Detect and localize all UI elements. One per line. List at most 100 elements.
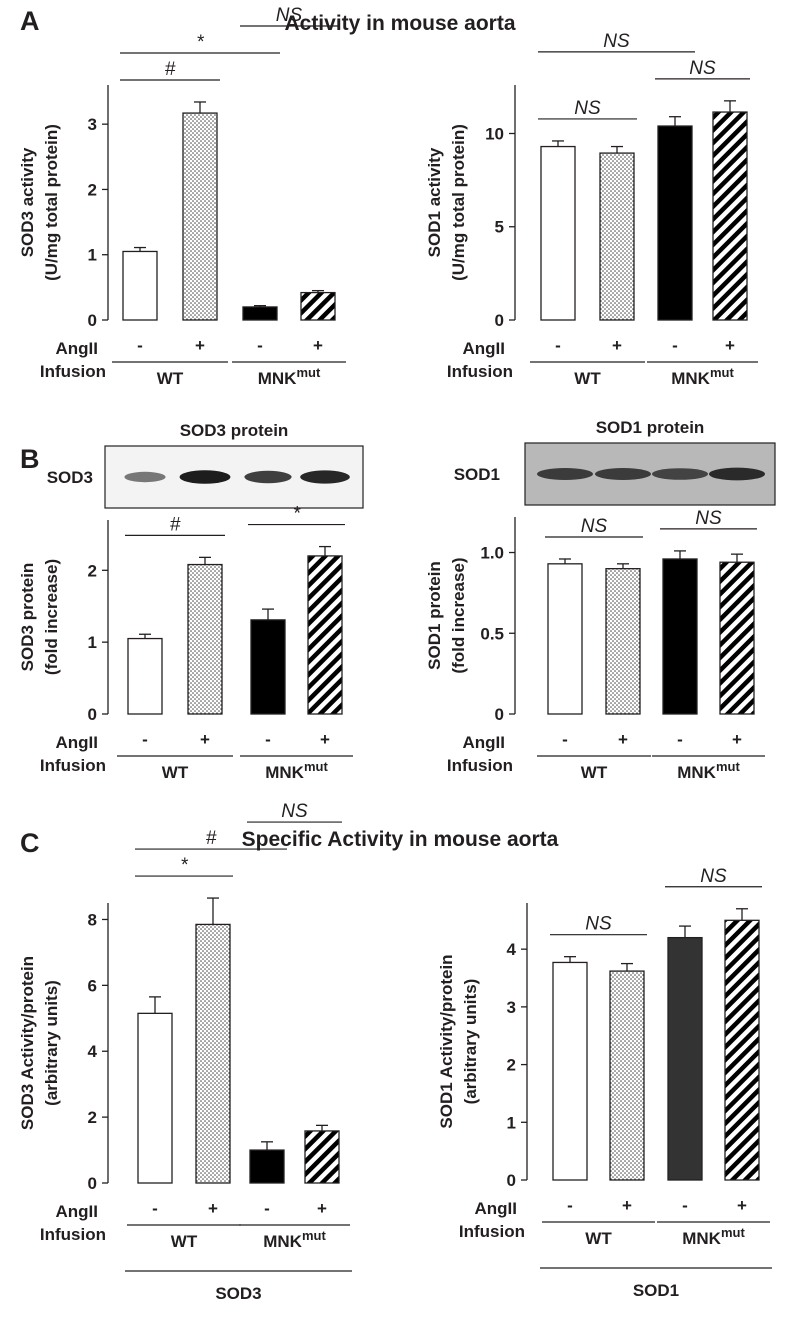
x-tick-label: - [142,730,148,749]
y-tick-label: 8 [88,910,97,929]
y-tick-label: 3 [88,115,97,134]
blot-label: SOD1 [454,465,500,484]
x-tick-label: - [137,336,143,355]
significance-label: * [180,855,188,876]
y-tick-label: 3 [507,998,516,1017]
row-label: Infusion [40,756,106,775]
group-label: WT [574,369,601,388]
bar [552,961,588,1181]
bar [662,558,698,715]
bar [667,936,703,1181]
group-superscript: mut [710,365,735,380]
significance-label: # [206,828,217,849]
significance-label: * [196,32,204,53]
bar [250,619,286,715]
group-label: MNKmut [677,759,740,782]
group-label: MNKmut [682,1225,745,1248]
sublabel: SOD3 [215,1284,261,1303]
blot-label: SOD3 [47,468,93,487]
group-name: WT [171,1232,198,1251]
group-name: MNK [263,1232,302,1251]
chart-title: SOD1 protein [596,418,705,437]
panel-label: B [20,444,40,474]
y-tick-label: 6 [88,976,97,995]
x-tick-label: + [320,730,330,749]
row-label: AngII [475,1199,518,1218]
bar [304,1130,340,1184]
group-label: WT [157,369,184,388]
x-tick-label: + [732,730,742,749]
group-label: WT [171,1232,198,1251]
row-label: Infusion [447,756,513,775]
group-label: MNKmut [258,365,321,388]
y-tick-label: 0 [88,705,97,724]
significance-label: NS [689,58,716,79]
group-name: WT [157,369,184,388]
row-label: Infusion [459,1222,525,1241]
bar [609,970,645,1181]
y-axis-label: (arbitrary units) [461,979,480,1105]
significance-label: NS [581,516,608,537]
group-name: WT [581,763,608,782]
group-name: MNK [682,1229,721,1248]
x-tick-label: - [682,1196,688,1215]
x-tick-label: - [562,730,568,749]
bar [307,555,343,715]
y-axis-label: SOD1 protein [425,561,444,670]
y-tick-label: 4 [88,1042,98,1061]
x-tick-label: + [195,336,205,355]
group-label: WT [162,763,189,782]
panel-label: A [20,6,40,36]
row-label: AngII [56,1202,99,1221]
y-tick-label: 0 [495,705,504,724]
group-label: MNKmut [265,759,328,782]
y-tick-label: 5 [495,218,504,237]
y-tick-label: 1 [88,246,97,265]
y-axis-label: SOD3 protein [18,563,37,672]
significance-label: # [170,514,181,535]
y-axis-label: SOD3 activity [18,147,37,257]
significance-label: NS [695,508,722,529]
y-tick-label: 1 [507,1113,516,1132]
bar-chart: 0 1 2 3 4 SOD1 Activity/protein (arbitrary uni… [437,866,772,1300]
x-tick-label: - [567,1196,573,1215]
group-name: WT [585,1229,612,1248]
y-tick-label: 0 [495,311,504,330]
y-axis-label: SOD3 Activity/protein [18,956,37,1130]
significance-label: NS [585,914,612,935]
group-label: WT [585,1229,612,1248]
significance-label: NS [281,801,308,822]
x-tick-label: - [264,1199,270,1218]
y-axis-label: (U/mg total protein) [449,124,468,281]
x-tick-label: + [622,1196,632,1215]
group-name: MNK [671,369,710,388]
bar-chart: 0 5 10 SOD1 activity (U/mg total protein) - + -… [425,31,758,388]
y-axis-label: (U/mg total protein) [42,124,61,281]
y-axis-label: (fold increase) [449,557,468,673]
x-tick-label: + [612,336,622,355]
bar [599,152,635,321]
x-tick-label: - [265,730,271,749]
x-tick-label: - [672,336,678,355]
y-tick-label: 1 [88,633,97,652]
blot-band [179,470,231,484]
blot-band [537,468,593,480]
section-title: Activity in mouse aorta [284,12,515,35]
y-axis-label: (arbitrary units) [42,980,61,1106]
row-label: AngII [56,339,99,358]
row-label: Infusion [40,362,106,381]
blot-band [595,468,651,480]
x-tick-label: - [152,1199,158,1218]
bar-chart: 0 1 2 SOD3 protein (fold increase) - + - + AngII I… [18,421,364,782]
group-superscript: mut [716,759,741,774]
significance-label: # [165,59,176,80]
y-axis-label: SOD1 activity [425,147,444,257]
group-superscript: mut [302,1228,327,1243]
significance-label: NS [276,5,303,26]
bar-chart: 0 2 4 6 8 SOD3 Activity/protein (arbitrary uni… [18,801,352,1303]
row-label: Infusion [40,1225,106,1244]
y-axis-label: SOD1 Activity/protein [437,954,456,1128]
blot-band [244,470,292,484]
group-name: MNK [677,763,716,782]
